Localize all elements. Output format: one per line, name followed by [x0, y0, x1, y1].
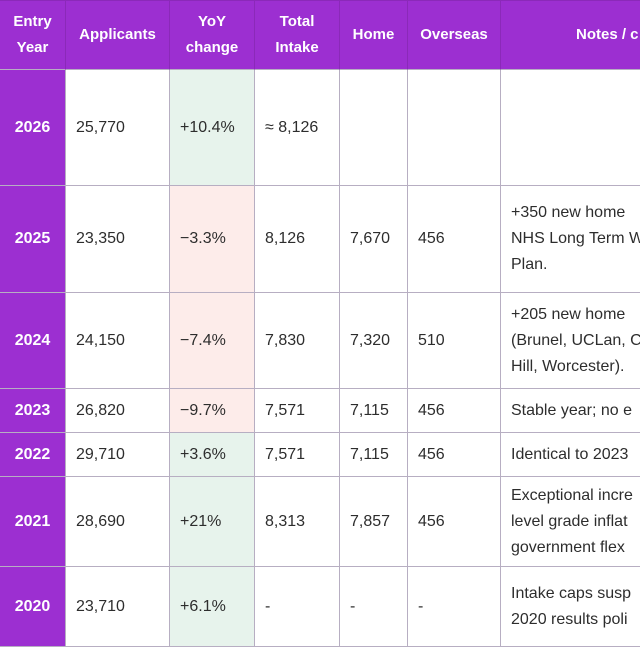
year-cell: 2023	[0, 389, 66, 433]
yoy-cell: +6.1%	[170, 567, 255, 647]
table-row-2021: 2021 28,690 +21% 8,313 7,857 456 Excepti…	[0, 477, 640, 567]
notes-cell	[501, 70, 640, 186]
table-row-2020: 2020 23,710 +6.1% - - - Intake caps susp…	[0, 567, 640, 647]
year-cell: 2020	[0, 567, 66, 647]
notes-cell: Exceptional incre level grade inflat gov…	[501, 477, 640, 567]
total-intake-cell: 7,830	[255, 293, 340, 389]
year-cell: 2025	[0, 186, 66, 293]
total-intake-cell: ≈ 8,126	[255, 70, 340, 186]
home-cell: -	[340, 567, 408, 647]
overseas-cell: 456	[408, 186, 501, 293]
col-header-yoy-change: YoY change	[170, 0, 255, 70]
notes-cell: +205 new home (Brunel, UCLan, C Hill, Wo…	[501, 293, 640, 389]
applicants-cell: 28,690	[66, 477, 170, 567]
notes-cell: +350 new home NHS Long Term W Plan.	[501, 186, 640, 293]
overseas-cell: -	[408, 567, 501, 647]
total-intake-cell: 7,571	[255, 433, 340, 477]
overseas-cell: 456	[408, 389, 501, 433]
yoy-cell: −3.3%	[170, 186, 255, 293]
yoy-cell: +21%	[170, 477, 255, 567]
total-intake-cell: 7,571	[255, 389, 340, 433]
table-row-2024: 2024 24,150 −7.4% 7,830 7,320 510 +205 n…	[0, 293, 640, 389]
applicants-cell: 23,710	[66, 567, 170, 647]
table-header: Entry Year Applicants YoY change Total I…	[0, 0, 640, 70]
applicants-cell: 26,820	[66, 389, 170, 433]
overseas-cell	[408, 70, 501, 186]
table-row-2023: 2023 26,820 −9.7% 7,571 7,115 456 Stable…	[0, 389, 640, 433]
col-header-home: Home	[340, 0, 408, 70]
home-cell: 7,115	[340, 389, 408, 433]
applicants-cell: 24,150	[66, 293, 170, 389]
yoy-cell: +3.6%	[170, 433, 255, 477]
total-intake-cell: 8,313	[255, 477, 340, 567]
col-header-overseas: Overseas	[408, 0, 501, 70]
yoy-cell: +10.4%	[170, 70, 255, 186]
total-intake-cell: 8,126	[255, 186, 340, 293]
col-header-entry-year: Entry Year	[0, 0, 66, 70]
notes-cell: Stable year; no e	[501, 389, 640, 433]
header-row: Entry Year Applicants YoY change Total I…	[0, 0, 640, 70]
yoy-cell: −9.7%	[170, 389, 255, 433]
home-cell	[340, 70, 408, 186]
table-row-2026: 2026 25,770 +10.4% ≈ 8,126	[0, 70, 640, 186]
year-cell: 2024	[0, 293, 66, 389]
notes-cell: Identical to 2023	[501, 433, 640, 477]
table-row-2022: 2022 29,710 +3.6% 7,571 7,115 456 Identi…	[0, 433, 640, 477]
overseas-cell: 510	[408, 293, 501, 389]
yoy-cell: −7.4%	[170, 293, 255, 389]
total-intake-cell: -	[255, 567, 340, 647]
applicants-cell: 23,350	[66, 186, 170, 293]
overseas-cell: 456	[408, 477, 501, 567]
home-cell: 7,320	[340, 293, 408, 389]
table-body: 2026 25,770 +10.4% ≈ 8,126 2025 23,350 −…	[0, 70, 640, 647]
year-cell: 2026	[0, 70, 66, 186]
year-cell: 2022	[0, 433, 66, 477]
col-header-applicants: Applicants	[66, 0, 170, 70]
notes-cell: Intake caps susp 2020 results poli	[501, 567, 640, 647]
col-header-notes: Notes / c	[501, 0, 640, 70]
col-header-total-intake: Total Intake	[255, 0, 340, 70]
applicants-cell: 25,770	[66, 70, 170, 186]
overseas-cell: 456	[408, 433, 501, 477]
table-row-2025: 2025 23,350 −3.3% 8,126 7,670 456 +350 n…	[0, 186, 640, 293]
applicants-cell: 29,710	[66, 433, 170, 477]
year-cell: 2021	[0, 477, 66, 567]
home-cell: 7,857	[340, 477, 408, 567]
home-cell: 7,670	[340, 186, 408, 293]
home-cell: 7,115	[340, 433, 408, 477]
